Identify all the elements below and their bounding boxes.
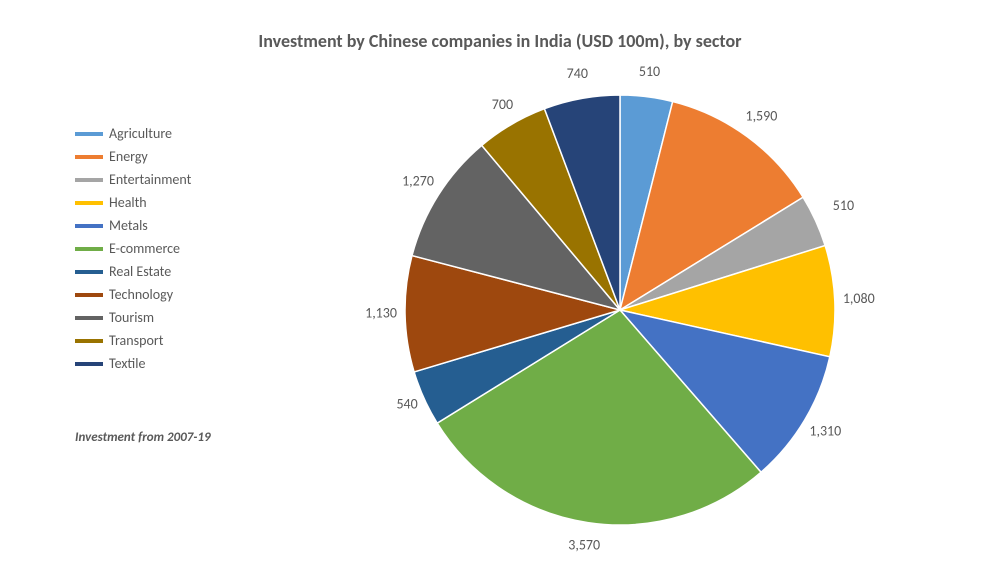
legend-item: Tourism <box>75 309 191 326</box>
pie-slice-value: 1,130 <box>365 305 397 322</box>
legend-label: Entertainment <box>109 171 191 188</box>
pie-slice-value: 1,590 <box>745 108 777 125</box>
legend-label: Agriculture <box>109 125 172 142</box>
legend-label: Metals <box>109 217 148 234</box>
legend-label: Transport <box>109 332 163 349</box>
legend-swatch <box>75 293 103 297</box>
legend-label: Real Estate <box>109 263 171 280</box>
legend: Agriculture Energy Entertainment Health Meta… <box>75 125 191 378</box>
legend-swatch <box>75 201 103 205</box>
pie-slice-value: 1,310 <box>809 423 841 440</box>
legend-item: Agriculture <box>75 125 191 142</box>
legend-label: Textile <box>109 355 145 372</box>
pie-slice-value: 740 <box>567 65 588 82</box>
legend-swatch <box>75 362 103 366</box>
legend-swatch <box>75 155 103 159</box>
legend-item: E-commerce <box>75 240 191 257</box>
legend-swatch <box>75 339 103 343</box>
legend-item: Real Estate <box>75 263 191 280</box>
legend-swatch <box>75 178 103 182</box>
legend-label: E-commerce <box>109 240 180 257</box>
pie-slice-value: 540 <box>396 396 417 413</box>
legend-item: Metals <box>75 217 191 234</box>
legend-swatch <box>75 270 103 274</box>
pie-slice-value: 3,570 <box>568 537 600 554</box>
legend-label: Health <box>109 194 147 211</box>
legend-swatch <box>75 132 103 136</box>
legend-label: Technology <box>109 286 173 303</box>
legend-label: Tourism <box>109 309 154 326</box>
pie-slice-value: 510 <box>833 197 854 214</box>
legend-label: Energy <box>109 148 148 165</box>
chart-subtitle: Investment from 2007-19 <box>75 430 211 445</box>
legend-item: Health <box>75 194 191 211</box>
chart-container: Investment by Chinese companies in India… <box>0 0 1000 563</box>
pie-slice-value: 1,080 <box>843 290 875 307</box>
legend-item: Energy <box>75 148 191 165</box>
legend-swatch <box>75 247 103 251</box>
legend-swatch <box>75 316 103 320</box>
legend-item: Transport <box>75 332 191 349</box>
chart-title: Investment by Chinese companies in India… <box>0 30 1000 52</box>
pie-slice-value: 510 <box>639 63 660 80</box>
pie-slice-value: 700 <box>492 96 513 113</box>
legend-item: Technology <box>75 286 191 303</box>
pie-chart: 510 1,590 510 1,080 1,310 3,570 540 1,130 1,270 7… <box>290 60 950 560</box>
legend-item: Textile <box>75 355 191 372</box>
legend-item: Entertainment <box>75 171 191 188</box>
pie-slice-value: 1,270 <box>402 173 434 190</box>
legend-swatch <box>75 224 103 228</box>
